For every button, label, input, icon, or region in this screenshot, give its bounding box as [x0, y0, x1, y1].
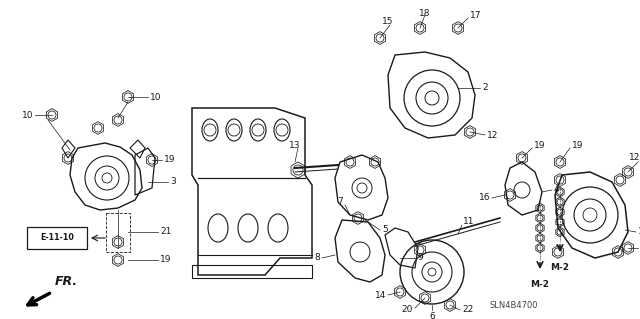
Text: 19: 19	[572, 142, 584, 151]
Text: FR.: FR.	[55, 275, 78, 288]
Text: 9: 9	[417, 254, 423, 263]
Text: 12: 12	[629, 153, 640, 162]
Text: 3: 3	[170, 177, 176, 187]
Text: 8: 8	[314, 254, 320, 263]
Text: 1: 1	[638, 227, 640, 236]
Text: 5: 5	[382, 226, 388, 234]
Text: 15: 15	[382, 18, 394, 26]
Text: 19: 19	[160, 256, 172, 264]
Text: 19: 19	[534, 142, 545, 151]
Text: 7: 7	[337, 197, 343, 206]
Text: 6: 6	[429, 312, 435, 319]
Text: 20: 20	[402, 306, 413, 315]
Text: 17: 17	[470, 11, 481, 19]
Text: 2: 2	[482, 84, 488, 93]
Text: 21: 21	[160, 227, 172, 236]
Text: 10: 10	[22, 110, 33, 120]
Text: M-2: M-2	[531, 280, 550, 289]
Text: 18: 18	[419, 9, 431, 18]
Text: 4: 4	[554, 186, 559, 195]
Text: 10: 10	[150, 93, 161, 101]
Text: E-11-10: E-11-10	[40, 234, 74, 242]
Text: 12: 12	[487, 130, 499, 139]
Text: 16: 16	[479, 194, 490, 203]
Text: 11: 11	[463, 218, 474, 226]
Text: M-2: M-2	[550, 263, 570, 272]
Text: 13: 13	[289, 140, 301, 150]
Text: SLN4B4700: SLN4B4700	[490, 300, 538, 309]
Text: 14: 14	[374, 291, 386, 300]
Text: 22: 22	[462, 306, 473, 315]
Text: 19: 19	[164, 155, 175, 165]
